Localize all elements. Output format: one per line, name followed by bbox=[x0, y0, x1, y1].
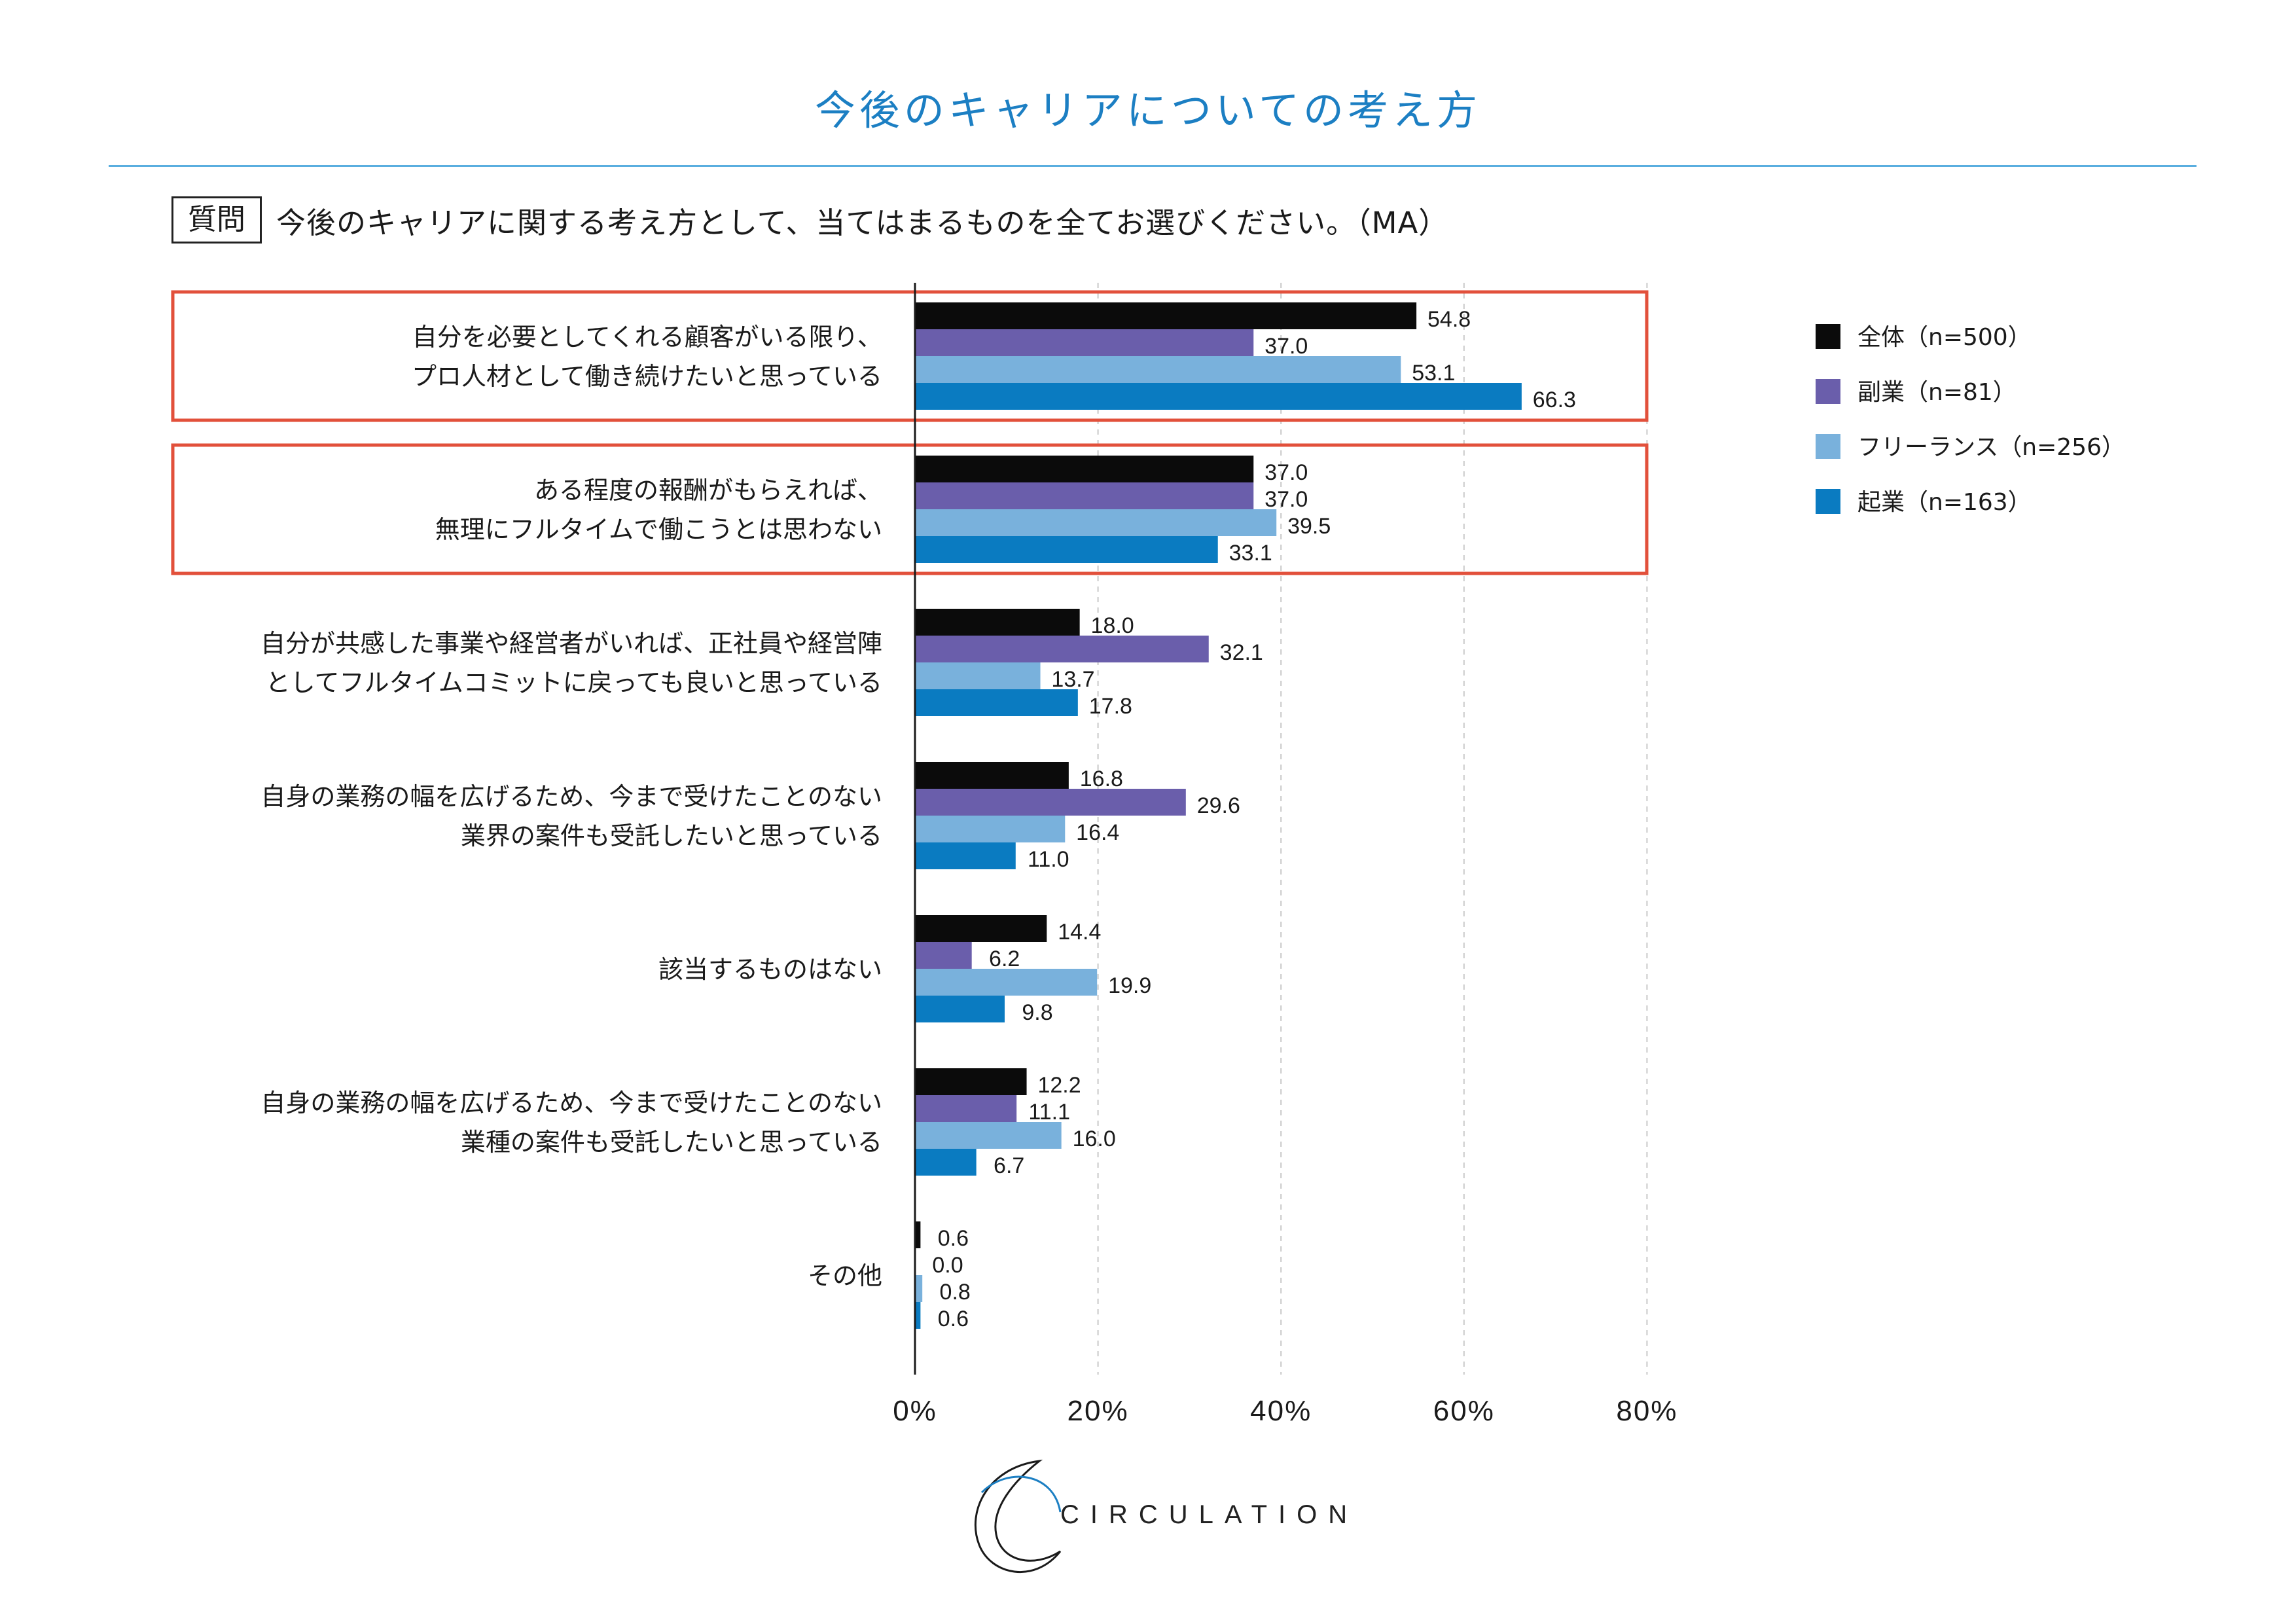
data-label: 14.4 bbox=[1058, 920, 1101, 945]
bar bbox=[915, 1221, 921, 1248]
data-label: 16.0 bbox=[1073, 1127, 1116, 1151]
x-tick-label: 0% bbox=[893, 1395, 937, 1427]
data-label: 33.1 bbox=[1229, 541, 1272, 566]
data-label: 12.2 bbox=[1037, 1073, 1081, 1098]
bar bbox=[915, 789, 1186, 816]
bar bbox=[915, 536, 1218, 563]
data-label: 16.4 bbox=[1076, 820, 1119, 845]
data-label: 9.8 bbox=[1022, 1000, 1052, 1025]
highlight-box bbox=[171, 290, 1649, 422]
bar bbox=[915, 302, 1417, 329]
bar bbox=[915, 662, 1041, 689]
bar-chart: 0% 20% 40% 60% 80% 54.8 37.0 53.1 66.3 自分を必要としてくれ… bbox=[171, 283, 2125, 1427]
data-label: 11.1 bbox=[1028, 1100, 1070, 1125]
circulation-logo-mark bbox=[974, 1459, 1062, 1574]
x-tick-label: 40% bbox=[1250, 1395, 1312, 1427]
page-title: 今後のキャリアについての考え方 bbox=[814, 86, 1482, 134]
data-label: 0.6 bbox=[938, 1307, 969, 1331]
legend-label: 副業（n=81） bbox=[1857, 379, 2017, 406]
bar bbox=[915, 509, 1277, 536]
data-label: 54.8 bbox=[1427, 307, 1471, 332]
data-label: 39.5 bbox=[1287, 514, 1331, 539]
data-label: 6.7 bbox=[994, 1153, 1024, 1178]
category-label: 自分を必要としてくれる顧客がいる限り、 bbox=[412, 323, 882, 352]
bar bbox=[915, 1302, 921, 1329]
bar bbox=[915, 356, 1401, 383]
bar bbox=[915, 689, 1078, 716]
data-label: 6.2 bbox=[989, 947, 1020, 971]
bar bbox=[915, 816, 1066, 842]
data-label: 17.8 bbox=[1089, 694, 1132, 719]
data-label: 19.9 bbox=[1108, 973, 1151, 998]
category-label: としてフルタイムコミットに戻っても良いと思っている bbox=[266, 668, 882, 697]
data-label: 66.3 bbox=[1533, 388, 1576, 412]
bar bbox=[915, 915, 1047, 942]
question-badge: 質問 bbox=[171, 196, 262, 244]
bar bbox=[915, 996, 1005, 1022]
legend-swatch bbox=[1816, 379, 1840, 404]
bar bbox=[915, 969, 1098, 996]
data-label: 13.7 bbox=[1051, 667, 1094, 692]
bar bbox=[915, 456, 1254, 482]
bar bbox=[915, 329, 1254, 356]
legend-label: フリーランス（n=256） bbox=[1857, 434, 2125, 461]
x-tick-label: 80% bbox=[1616, 1395, 1677, 1427]
category-label: その他 bbox=[808, 1261, 882, 1290]
bar bbox=[915, 1149, 977, 1176]
category-label: プロ人材として働き続けたいと思っている bbox=[412, 362, 882, 391]
data-label: 0.8 bbox=[940, 1280, 971, 1305]
legend-label: 起業（n=163） bbox=[1857, 489, 2032, 516]
question-row: 質問 今後のキャリアに関する考え方として、当てはまるものを全てお選びください。（… bbox=[171, 195, 1448, 245]
category-label: 業界の案件も受託したいと思っている bbox=[461, 821, 882, 850]
question-text: 今後のキャリアに関する考え方として、当てはまるものを全てお選びください。（MA） bbox=[276, 205, 1449, 240]
bar bbox=[915, 762, 1069, 789]
category-label: 自身の業務の幅を広げるため、今まで受けたことのない bbox=[260, 782, 882, 811]
category-label: ある程度の報酬がもらえれば、 bbox=[534, 476, 882, 505]
x-tick-label: 60% bbox=[1433, 1395, 1495, 1427]
bar bbox=[915, 942, 972, 969]
data-label: 29.6 bbox=[1197, 793, 1240, 818]
legend-label: 全体（n=500） bbox=[1857, 324, 2032, 351]
data-label: 37.0 bbox=[1265, 334, 1308, 359]
data-label: 0.6 bbox=[938, 1226, 969, 1251]
category-label: 自分が共感した事業や経営者がいれば、正社員や経営陣 bbox=[260, 629, 882, 658]
category-label: 業種の案件も受託したいと思っている bbox=[461, 1128, 882, 1157]
bar bbox=[915, 1275, 923, 1302]
bar bbox=[915, 636, 1209, 662]
x-tick-label: 20% bbox=[1067, 1395, 1129, 1427]
bar bbox=[915, 383, 1522, 410]
data-label: 18.0 bbox=[1091, 613, 1134, 638]
bar bbox=[915, 842, 1016, 869]
data-label: 11.0 bbox=[1028, 847, 1069, 872]
data-label: 53.1 bbox=[1412, 361, 1455, 386]
bar bbox=[915, 482, 1254, 509]
highlight-box bbox=[171, 443, 1649, 575]
data-label: 0.0 bbox=[932, 1253, 963, 1278]
bar bbox=[915, 1122, 1062, 1149]
data-label: 37.0 bbox=[1265, 460, 1308, 485]
bar bbox=[915, 1068, 1027, 1095]
bar bbox=[915, 609, 1080, 636]
brand-name: CIRCULATION bbox=[1060, 1500, 1359, 1529]
data-label: 37.0 bbox=[1265, 487, 1308, 512]
category-label: 無理にフルタイムで働こうとは思わない bbox=[435, 515, 882, 544]
data-label: 16.8 bbox=[1080, 767, 1123, 791]
legend-swatch bbox=[1816, 324, 1840, 349]
brand-logo: CIRCULATION bbox=[962, 1453, 1368, 1584]
category-label: 自身の業務の幅を広げるため、今まで受けたことのない bbox=[260, 1089, 882, 1117]
data-label: 32.1 bbox=[1220, 640, 1263, 665]
title-divider bbox=[109, 165, 2197, 167]
bar bbox=[915, 1095, 1017, 1122]
legend-swatch bbox=[1816, 489, 1840, 514]
legend-swatch bbox=[1816, 434, 1840, 459]
category-label: 該当するものはない bbox=[658, 955, 882, 984]
